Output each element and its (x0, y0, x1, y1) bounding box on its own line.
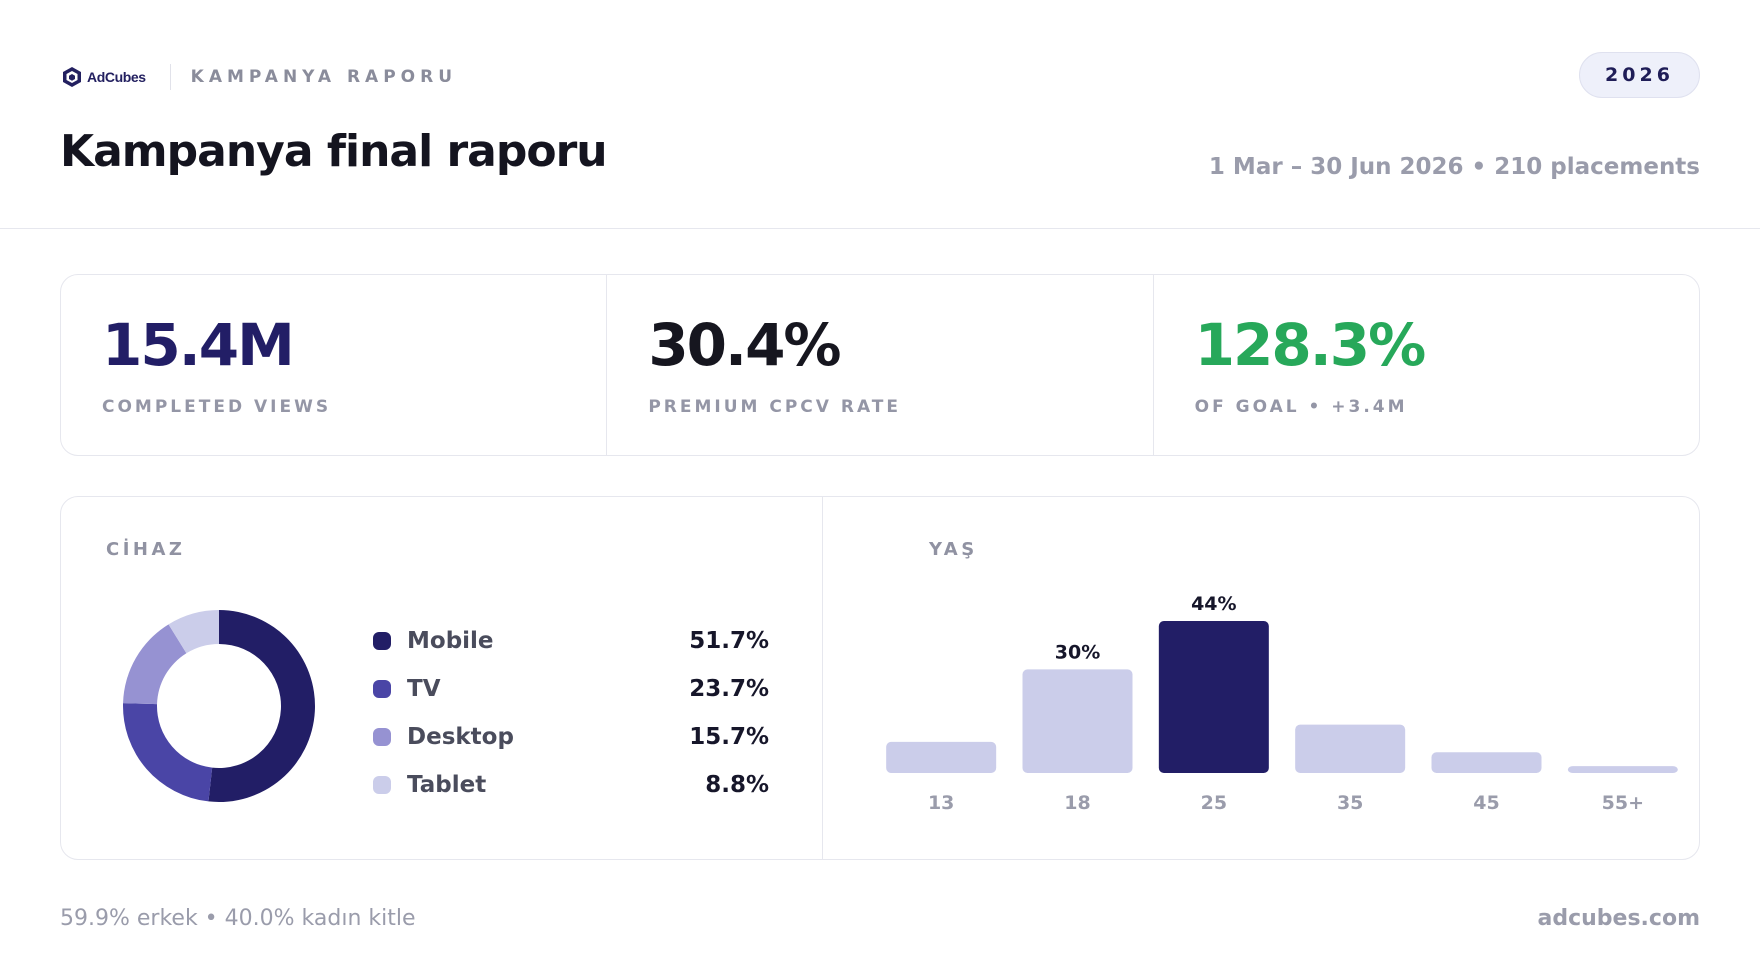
kpi-value: 15.4M (102, 311, 295, 379)
age-bar-chart: 13 18 30% 25 44% 35 45 55+ (886, 593, 1678, 814)
legend-label: TV (407, 676, 441, 702)
legend-swatch (373, 680, 391, 698)
age-data-label: 44% (1191, 593, 1236, 615)
legend-swatch (373, 632, 391, 650)
age-tick-label: 13 (928, 792, 954, 814)
breakdown-panels: CİHAZ Mobile 51.7% TV 23.7% Desktop 15.7% Tabl… (60, 496, 1700, 860)
kpi-value: 128.3% (1194, 311, 1427, 379)
legend-value: 15.7% (689, 724, 769, 750)
age-section-title: YAŞ (929, 539, 978, 560)
brand-name: AdCubes (87, 69, 146, 85)
age-bar-55+ (1567, 766, 1678, 773)
age-tick-label: 35 (1337, 792, 1363, 814)
brand-bar: AdCubes KAMPANYA RAPORU (61, 64, 457, 90)
report-header: AdCubes KAMPANYA RAPORU 2026 Kampanya fi… (0, 0, 1760, 229)
legend-swatch (373, 776, 391, 794)
brand-logo: AdCubes (61, 66, 146, 88)
legend-label: Desktop (407, 724, 514, 750)
age-panel: YAŞ 13 18 30% 25 44% 35 45 55+ (823, 497, 1699, 859)
legend-swatch (373, 728, 391, 746)
age-tick-label: 45 (1473, 792, 1499, 814)
age-bar-18 (1022, 669, 1133, 773)
legend-item-tv: TV 23.7% (373, 665, 769, 713)
legend-item-tablet: Tablet 8.8% (373, 761, 769, 809)
legend-value: 23.7% (689, 676, 769, 702)
kpi-label: COMPLETED VIEWS (102, 397, 332, 417)
kpi-label: PREMIUM CPCV RATE (648, 397, 901, 417)
kpi-completed-views: 15.4M COMPLETED VIEWS (61, 275, 608, 455)
kpi-value: 30.4% (648, 311, 841, 379)
age-bar-25 (1158, 621, 1269, 773)
kpi-label: OF GOAL • +3.4M (1194, 397, 1408, 417)
donut-slice-desktop (123, 624, 187, 705)
donut-slice-tablet (168, 610, 219, 654)
donut-slice-tv (122, 703, 213, 802)
legend-label: Mobile (407, 628, 494, 654)
kpi-premium-cpcv: 30.4% PREMIUM CPCV RATE (607, 275, 1154, 455)
donut-slice-mobile (208, 610, 315, 802)
device-donut-chart (122, 610, 315, 802)
report-type-label: KAMPANYA RAPORU (190, 67, 457, 87)
legend-label: Tablet (407, 772, 487, 798)
age-bar-13 (886, 741, 997, 773)
age-tick-label: 25 (1201, 792, 1227, 814)
legend-value: 8.8% (705, 772, 769, 798)
cube-logo-icon (63, 67, 81, 87)
age-bar-35 (1295, 724, 1406, 773)
legend-value: 51.7% (689, 628, 769, 654)
audience-gender-split: 59.9% erkek • 40.0% kadın kitle (60, 906, 416, 931)
device-panel: CİHAZ Mobile 51.7% TV 23.7% Desktop 15.7% Tabl… (61, 497, 823, 859)
device-legend: Mobile 51.7% TV 23.7% Desktop 15.7% Tablet 8.8% (373, 617, 769, 809)
year-badge: 2026 (1579, 52, 1700, 98)
legend-item-mobile: Mobile 51.7% (373, 617, 769, 665)
legend-item-desktop: Desktop 15.7% (373, 713, 769, 761)
page-title: Kampanya final raporu (60, 126, 608, 177)
device-section-title: CİHAZ (106, 539, 186, 560)
age-data-label: 30% (1055, 641, 1100, 663)
age-tick-label: 18 (1064, 792, 1090, 814)
kpi-row: 15.4M COMPLETED VIEWS 30.4% PREMIUM CPCV… (60, 274, 1700, 456)
campaign-period: 1 Mar – 30 Jun 2026 • 210 placements (1208, 154, 1700, 180)
kpi-goal: 128.3% OF GOAL • +3.4M (1154, 275, 1699, 455)
brand-divider (169, 64, 171, 90)
age-bar-45 (1431, 752, 1542, 773)
site-link[interactable]: adcubes.com (1537, 906, 1701, 931)
age-tick-label: 55+ (1602, 792, 1644, 814)
